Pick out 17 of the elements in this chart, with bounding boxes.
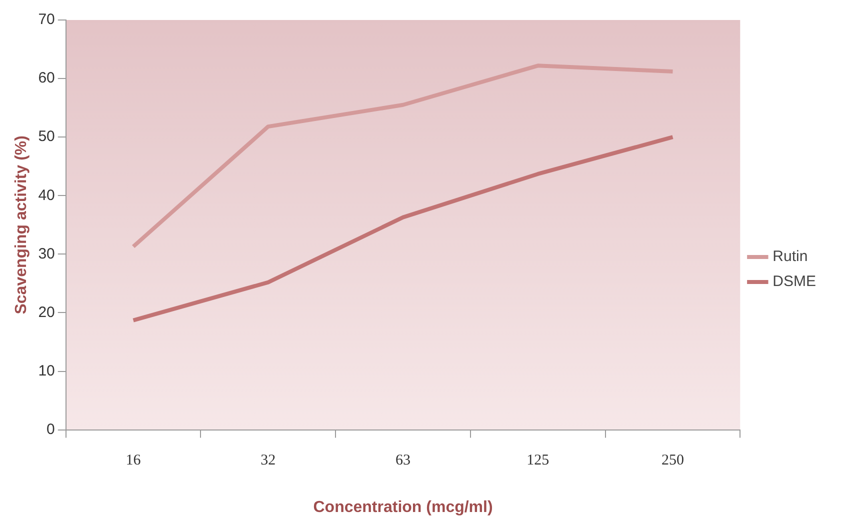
x-tick-label: 32 (260, 452, 276, 469)
y-tick-label: 0 (46, 420, 55, 438)
y-tick-label: 30 (38, 245, 55, 262)
legend-label: Rutin (772, 248, 808, 266)
y-tick-label: 70 (38, 11, 55, 28)
y-tick-label: 20 (38, 304, 55, 321)
y-tick-label: 10 (38, 362, 55, 380)
y-axis-title: Scavenging activity (%) (13, 136, 30, 314)
y-tick-label: 60 (38, 70, 55, 87)
x-axis-title: Concentration (mcg/ml) (313, 498, 493, 516)
x-tick-label: 250 (661, 452, 684, 469)
y-tick-label: 40 (38, 186, 55, 204)
x-tick-label: 125 (526, 452, 550, 469)
legend-label: DSME (772, 273, 816, 290)
x-tick-label: 63 (396, 452, 411, 469)
y-tick-label: 50 (38, 128, 55, 146)
x-tick-label: 16 (126, 452, 142, 469)
